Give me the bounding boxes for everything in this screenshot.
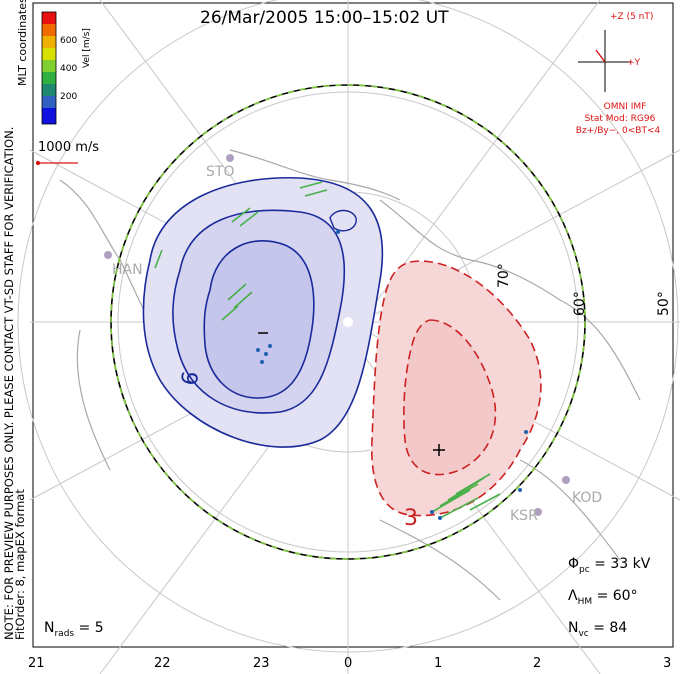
mlt-tick-2: 2 (533, 656, 542, 671)
colorbar-label: Vel [m/s] (82, 28, 92, 68)
plot-title: 26/Mar/2005 15:00–15:02 UT (200, 8, 449, 28)
mlt-tick-22: 22 (154, 656, 171, 671)
pos-contour-2 (403, 319, 497, 476)
vector-count: Nvc = 84 (568, 620, 627, 639)
mlt-tick-21: 21 (28, 656, 45, 671)
hmb-overlay (110, 84, 586, 560)
radar-sites (104, 154, 570, 516)
pos-contour-label: 3 (404, 506, 418, 531)
nrads-symbol: N (44, 620, 55, 636)
radar-label-kod: KOD (572, 490, 603, 506)
imf-z-label: +Z (5 nT) (610, 12, 654, 22)
lambda-symbol: Λ (568, 588, 578, 604)
colorbar-tick-400: 400 (60, 64, 78, 74)
colorbar-tick-200: 200 (60, 92, 78, 102)
neg-contour-4 (329, 209, 357, 232)
pos-cell-center-mark (433, 444, 445, 456)
neg-contour-3 (203, 240, 315, 399)
imf-condition-label: Bz+/By−, 0<BT<4 (575, 126, 661, 136)
lat-label-50: 50° (656, 291, 672, 316)
plot-frame (32, 2, 674, 648)
radar-label-han: HAN (112, 262, 143, 278)
lat-label-70: 70° (496, 263, 512, 288)
lambda-sub: HM (577, 596, 593, 607)
nvc-symbol: N (568, 620, 579, 636)
radar-count: Nrads = 5 (44, 620, 104, 639)
positive-cell (370, 260, 542, 517)
phi-symbol: Φ (568, 556, 580, 572)
negative-cell (142, 176, 384, 448)
colorbar-tick-600: 600 (60, 36, 78, 46)
lambda-value: = 60° (592, 588, 638, 604)
nvc-sub: vc (578, 628, 589, 639)
colorbar (41, 11, 57, 125)
radar-label-ksr: KSR (510, 508, 538, 524)
mlt-tick-23: 23 (253, 656, 270, 671)
nvc-value: = 84 (588, 620, 628, 636)
nrads-sub: rads (54, 628, 75, 639)
phi-sub: pc (579, 564, 590, 575)
cross-polar-potential: Φpc = 33 kV (568, 556, 650, 575)
reference-vector (35, 160, 78, 166)
imf-y-label: +Y (627, 58, 641, 68)
velocity-vectors (154, 181, 528, 520)
imf-vector (595, 49, 606, 63)
mlt-tick-0: 0 (344, 656, 353, 671)
lat-label-60: 60° (572, 291, 588, 316)
phi-value: = 33 kV (589, 556, 651, 572)
hmb-latitude: ΛHM = 60° (568, 588, 638, 607)
imf-omni-label: OMNI IMF (603, 102, 647, 112)
mlt-tick-3: 3 (663, 656, 672, 671)
nrads-value: = 5 (74, 620, 104, 636)
radar-label-sto: STO (206, 164, 235, 180)
reference-vector-label: 1000 m/s (38, 140, 100, 155)
coords-label: MLT coordinates (16, 0, 29, 86)
fit-order-note: FitOrder: 8, mapEX format (13, 489, 27, 640)
imf-model-label: Stat Mod: RG96 (584, 114, 656, 124)
side-note: NOTE: FOR PREVIEW PURPOSES ONLY. PLEASE … (2, 10, 27, 640)
mlt-tick-1: 1 (434, 656, 443, 671)
coastlines (59, 149, 641, 601)
